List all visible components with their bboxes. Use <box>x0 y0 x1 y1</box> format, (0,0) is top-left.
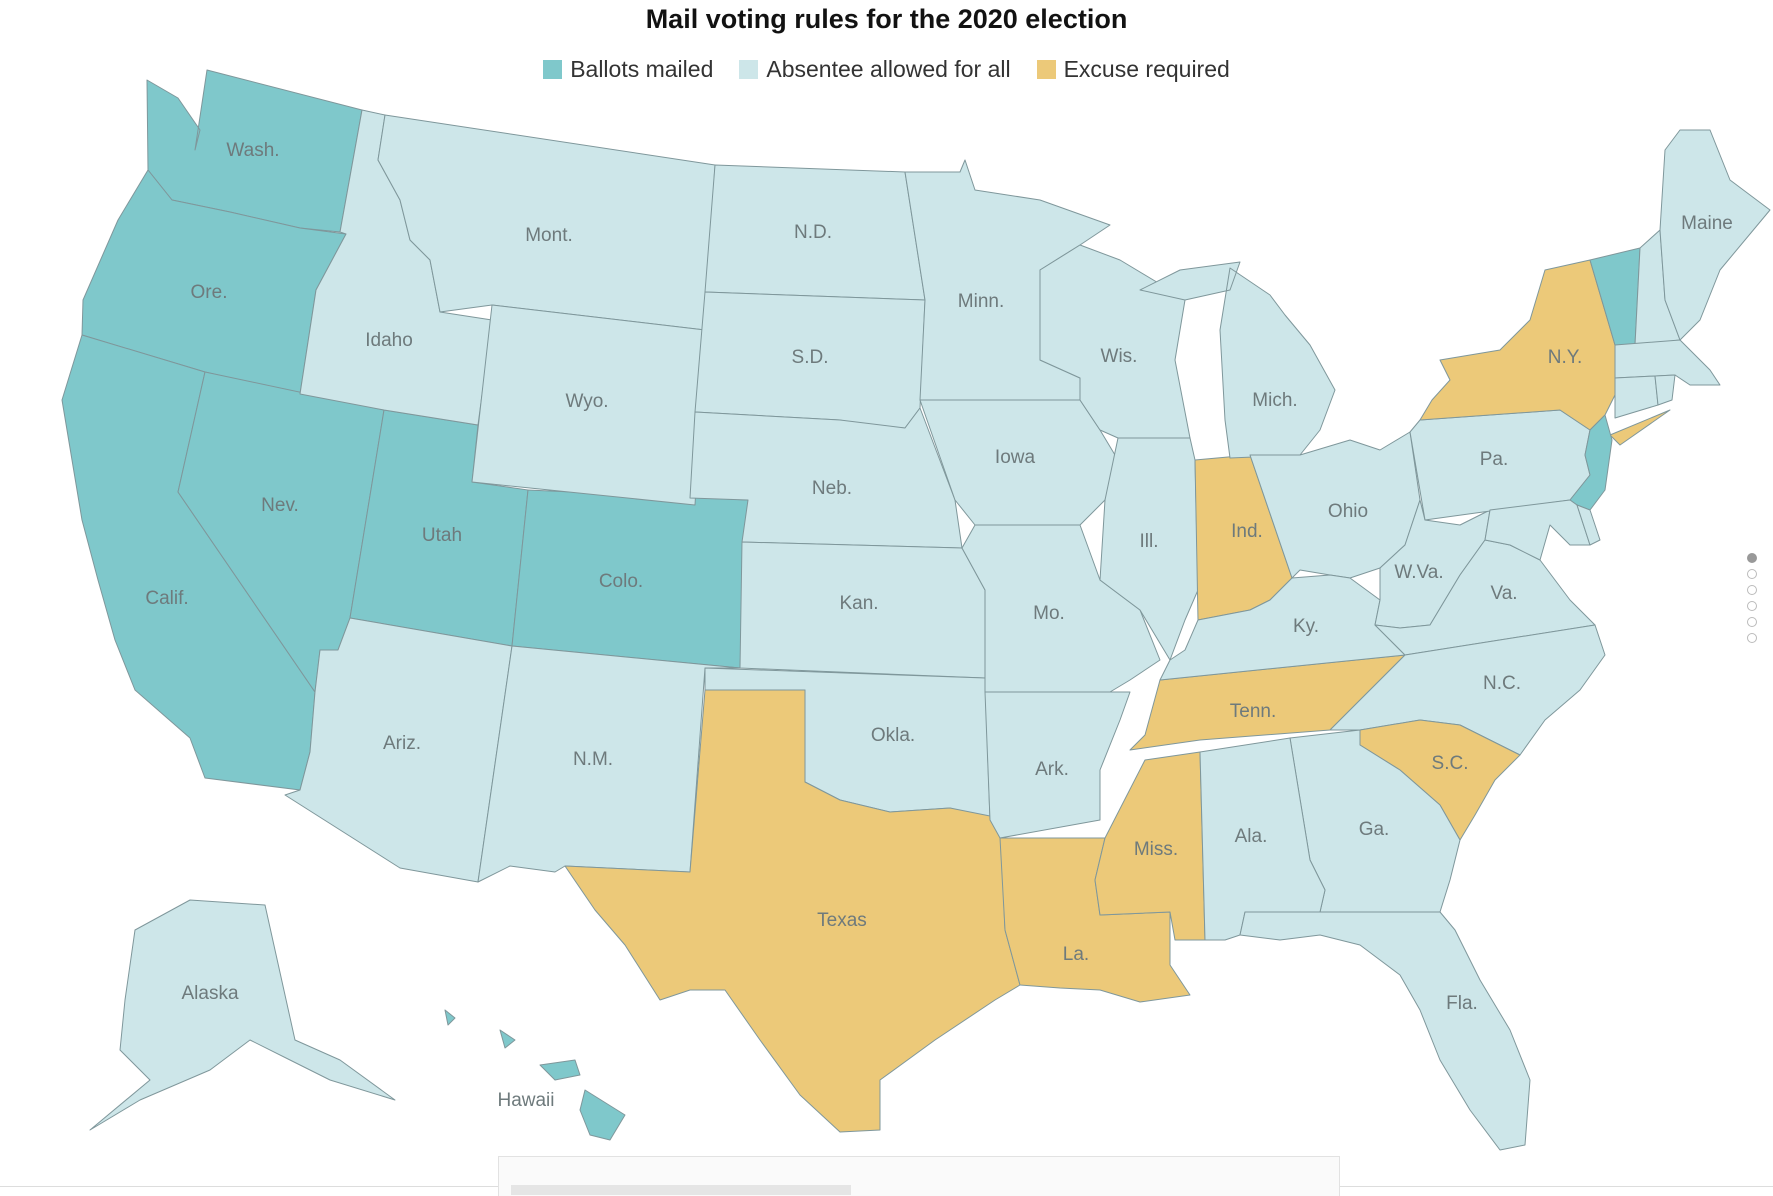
label-nd: N.D. <box>794 222 832 243</box>
label-ak: Alaska <box>181 983 238 1004</box>
state-md[interactable] <box>1484 499 1591 561</box>
label-mi: Mich. <box>1252 390 1297 411</box>
state-fl[interactable] <box>1239 911 1531 1151</box>
label-tx: Texas <box>817 910 867 931</box>
label-mt: Mont. <box>525 225 573 246</box>
state-wy[interactable] <box>471 304 706 506</box>
label-al: Ala. <box>1235 826 1268 847</box>
label-nm: N.M. <box>573 749 613 770</box>
slide-pager <box>1747 553 1757 643</box>
label-id: Idaho <box>365 330 413 351</box>
legend-item-excuse: Excuse required <box>1036 56 1230 83</box>
label-co: Colo. <box>599 571 643 592</box>
state-ct[interactable] <box>1614 375 1659 419</box>
state-mo[interactable] <box>961 524 1161 693</box>
label-va: Va. <box>1490 583 1517 604</box>
label-ky: Ky. <box>1293 616 1319 637</box>
legend-swatch-excuse <box>1036 60 1056 79</box>
pager-dot-2[interactable] <box>1747 569 1757 579</box>
label-ok: Okla. <box>871 725 915 746</box>
label-tn: Tenn. <box>1230 701 1276 722</box>
legend-item-mailed: Ballots mailed <box>543 56 713 83</box>
label-ks: Kan. <box>839 593 878 614</box>
state-ar[interactable] <box>984 691 1131 839</box>
label-wv: W.Va. <box>1394 562 1443 583</box>
label-wa: Wash. <box>226 140 279 161</box>
label-sc: S.C. <box>1432 753 1469 774</box>
label-wy: Wyo. <box>565 391 608 412</box>
label-fl: Fla. <box>1446 993 1478 1014</box>
label-ut: Utah <box>422 525 462 546</box>
label-ar: Ark. <box>1035 759 1069 780</box>
pager-dot-3[interactable] <box>1747 585 1757 595</box>
legend-swatch-absentee <box>739 60 759 79</box>
label-ny: N.Y. <box>1548 347 1583 368</box>
state-me[interactable] <box>1659 129 1771 341</box>
state-ms[interactable] <box>1094 751 1206 941</box>
label-il: Ill. <box>1140 531 1159 552</box>
label-oh: Ohio <box>1328 501 1368 522</box>
label-ia: Iowa <box>995 447 1036 468</box>
state-ne[interactable] <box>689 407 963 549</box>
label-ne: Neb. <box>812 478 852 499</box>
label-wi: Wis. <box>1101 346 1138 367</box>
pager-dot-4[interactable] <box>1747 601 1757 611</box>
state-hi[interactable] <box>444 1009 626 1141</box>
legend-swatch-mailed <box>543 60 563 79</box>
state-de[interactable] <box>1576 504 1601 546</box>
legend: Ballots mailed Absentee allowed for all … <box>0 56 1773 83</box>
legend-label-absentee: Absentee allowed for all <box>766 56 1011 82</box>
label-or: Ore. <box>191 282 228 303</box>
label-az: Ariz. <box>383 733 421 754</box>
label-nv: Nev. <box>261 495 299 516</box>
map-title: Mail voting rules for the 2020 election <box>645 4 1128 34</box>
state-ak[interactable] <box>89 899 396 1131</box>
label-hi: Hawaii <box>497 1090 554 1111</box>
label-me: Maine <box>1681 213 1733 234</box>
label-ms: Miss. <box>1134 839 1178 860</box>
label-ca: Calif. <box>145 588 188 609</box>
label-sd: S.D. <box>792 347 829 368</box>
pager-dot-5[interactable] <box>1747 617 1757 627</box>
label-nc: N.C. <box>1483 673 1521 694</box>
label-mn: Minn. <box>958 291 1004 312</box>
state-il[interactable] <box>1099 437 1199 661</box>
label-in: Ind. <box>1231 521 1263 542</box>
legend-label-excuse: Excuse required <box>1063 56 1230 82</box>
state-ri[interactable] <box>1654 374 1676 406</box>
label-pa: Pa. <box>1480 449 1509 470</box>
pager-dot-6[interactable] <box>1747 633 1757 643</box>
bottom-tab[interactable] <box>511 1185 851 1195</box>
legend-item-absentee: Absentee allowed for all <box>739 56 1011 83</box>
state-tx[interactable] <box>564 689 1021 1133</box>
legend-label-mailed: Ballots mailed <box>570 56 714 82</box>
label-la: La. <box>1063 944 1089 965</box>
pager-dot-1[interactable] <box>1747 553 1757 563</box>
label-mo: Mo. <box>1033 603 1065 624</box>
state-mi[interactable] <box>1139 261 1336 459</box>
label-ga: Ga. <box>1359 819 1390 840</box>
